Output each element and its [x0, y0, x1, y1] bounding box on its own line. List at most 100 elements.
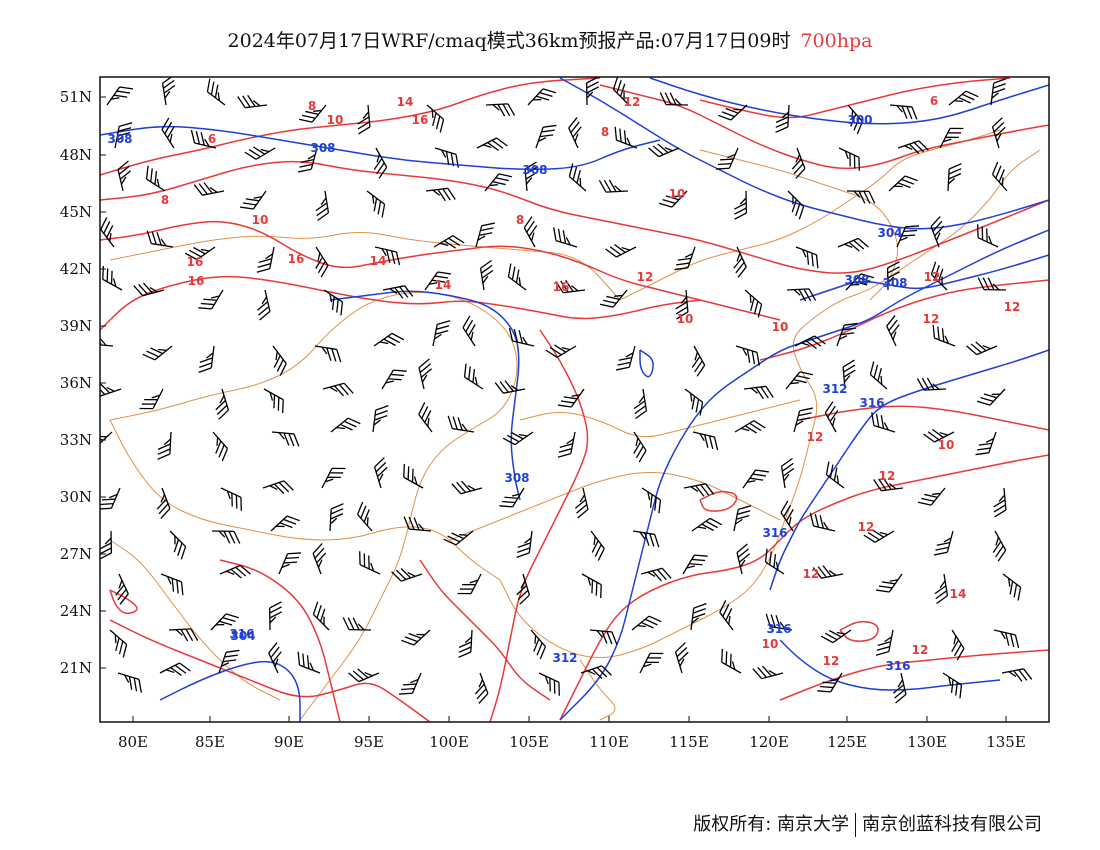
- geopotential-label: 308: [522, 163, 547, 177]
- x-tick-label: 110E: [589, 733, 629, 751]
- wind-barb: [373, 147, 388, 179]
- temperature-label: 16: [188, 274, 205, 288]
- temperature-label: 10: [677, 312, 694, 326]
- y-tick-label: 39N: [60, 317, 92, 335]
- wind-barb: [744, 289, 763, 318]
- wind-barb: [527, 88, 557, 106]
- wind-barb: [846, 190, 876, 204]
- wind-barb: [568, 163, 587, 192]
- wind-barb: [612, 77, 630, 106]
- geopotential-label: 308: [504, 471, 529, 485]
- wind-barb: [240, 190, 267, 210]
- temperature-label: 8: [516, 213, 524, 227]
- geopotential-contour: [769, 349, 1049, 591]
- company-name: 南京创蓝科技有限公司: [862, 814, 1042, 835]
- wind-barb: [809, 512, 836, 532]
- wind-barb: [775, 104, 790, 133]
- contour-labels: 8 6 10 14 16 12 8 6 8 10 16 14 16 16 14 16 12 8 10 10 10 12 12…: [107, 94, 1020, 673]
- wind-barb: [462, 315, 476, 347]
- temperature-label: 14: [397, 95, 414, 109]
- x-tick-label: 135E: [986, 733, 1026, 751]
- wind-barb: [329, 503, 344, 532]
- geopotential-label: 316: [762, 526, 787, 540]
- wind-barb: [648, 143, 680, 158]
- wind-barb: [535, 124, 557, 149]
- wind-barb: [719, 600, 734, 631]
- wind-barb: [765, 613, 793, 631]
- wind-barb: [298, 147, 318, 173]
- wind-barb: [825, 461, 845, 489]
- wind-barb: [733, 505, 752, 532]
- wind-barb: [418, 402, 433, 433]
- x-axis: 80E 85E 90E 95E 100E 105E 110E 115E 120E 125E 130E…: [118, 716, 1026, 751]
- wind-barb: [193, 182, 225, 196]
- temperature-label: 8: [161, 193, 169, 207]
- wind-barb: [272, 345, 287, 376]
- wind-barb: [256, 289, 271, 321]
- wind-barb: [639, 652, 664, 674]
- wind-barb: [847, 104, 864, 135]
- wind-barb: [934, 530, 954, 556]
- temperature-contour: [109, 589, 138, 615]
- wind-barb: [735, 345, 760, 366]
- temperature-label: 16: [288, 252, 305, 266]
- wind-barb: [888, 175, 918, 192]
- x-tick-label: 120E: [749, 733, 789, 751]
- temperature-contour: [219, 559, 341, 722]
- wind-barb: [896, 225, 920, 248]
- y-tick-label: 21N: [60, 659, 92, 677]
- y-axis: 51N 48N 45N 42N 39N 36N 33N 30N 27N 24N 21N: [60, 88, 106, 677]
- wind-barb: [892, 672, 907, 704]
- wind-barb: [206, 78, 226, 106]
- wind-barb: [298, 104, 327, 123]
- geopotential-label: 308: [310, 141, 335, 155]
- x-tick-label: 125E: [827, 733, 867, 751]
- y-tick-label: 30N: [60, 488, 92, 506]
- temperature-label: 12: [803, 567, 820, 581]
- wind-barb: [268, 601, 282, 631]
- geopotential-contour: [559, 229, 1049, 721]
- temperature-label: 12: [924, 270, 941, 284]
- wind-barb: [934, 573, 949, 605]
- wind-barb: [198, 345, 215, 373]
- plot-background: [100, 77, 1049, 722]
- wind-barb: [674, 642, 689, 674]
- wind-barb: [605, 243, 637, 258]
- wind-barb: [538, 672, 560, 696]
- wind-barb: [499, 487, 525, 508]
- temperature-label: 12: [879, 469, 896, 483]
- wind-barb: [161, 77, 176, 106]
- geopotential-label: 304: [877, 226, 902, 240]
- footer: 版权所有: 南京大学 南京创蓝科技有限公司: [693, 810, 1042, 837]
- temperature-label: 10: [772, 320, 789, 334]
- geopotential-contour: [799, 254, 1049, 301]
- temperature-contour: [759, 279, 1049, 361]
- wind-barb: [366, 190, 386, 218]
- wind-barb: [568, 117, 582, 149]
- wind-barb: [198, 289, 224, 310]
- wind-barb: [278, 552, 302, 575]
- temperature-label: 16: [187, 255, 204, 269]
- wind-barb: [315, 246, 329, 278]
- boundary-line: [699, 149, 898, 301]
- wind-barb: [752, 665, 784, 680]
- wind-barb: [161, 117, 175, 149]
- geopotential-contour: [159, 660, 301, 722]
- wind-barb: [403, 463, 424, 489]
- wind-barb: [734, 420, 766, 434]
- temperature-contour: [419, 559, 551, 701]
- wind-barb: [897, 140, 929, 154]
- wind-barb: [169, 530, 187, 560]
- wind-barb: [530, 629, 547, 660]
- wind-barb: [323, 289, 344, 316]
- wind-barb: [262, 480, 294, 494]
- temperature-label: 10: [252, 213, 269, 227]
- wind-barb: [215, 388, 230, 420]
- wind-barb: [836, 322, 858, 347]
- wind-barb: [683, 483, 715, 497]
- wind-barb: [842, 359, 856, 390]
- geopotential-label: 300: [847, 113, 872, 127]
- temperature-label: 12: [1004, 300, 1021, 314]
- plot-frame: [99, 76, 1050, 723]
